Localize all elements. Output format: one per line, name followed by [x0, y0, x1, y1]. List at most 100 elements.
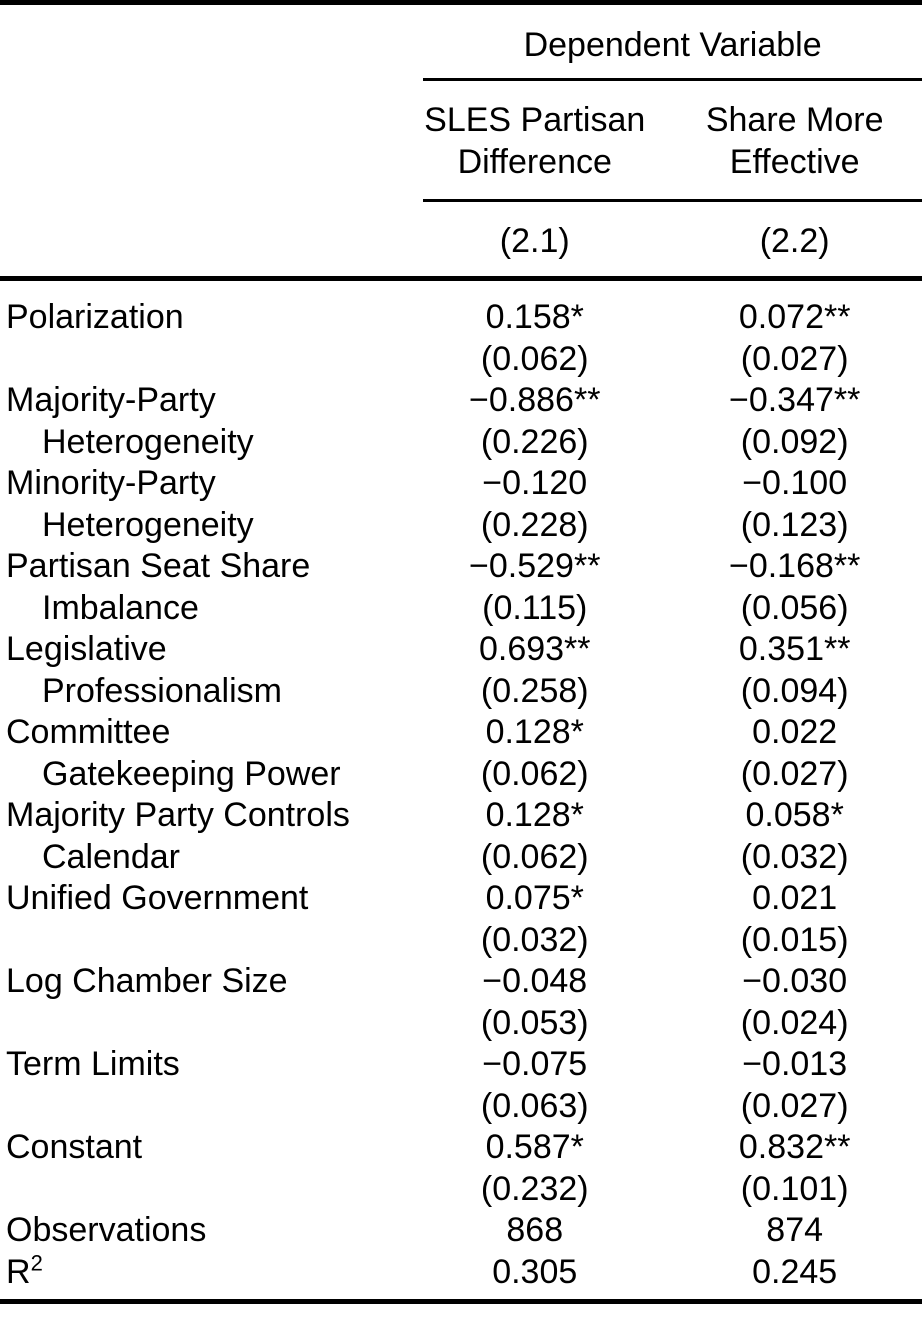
- coef-cell: −0.347**: [728, 381, 861, 419]
- coef-cell: 0.058*: [745, 796, 844, 834]
- coef-cell: 0.693**: [478, 630, 591, 668]
- coef-cell: 0.075*: [485, 879, 584, 917]
- row-label-continued: Professionalism: [42, 671, 282, 710]
- coef-cell: 0.072**: [738, 298, 851, 336]
- coef-cell: −0.529**: [469, 547, 601, 585]
- coef-cell: −0.013: [742, 1045, 848, 1083]
- stat-value: 0.245: [752, 1252, 838, 1291]
- table-row-coef: Unified Government 0.075* 0.021: [0, 878, 922, 920]
- coef-cell: −0.168**: [728, 547, 861, 585]
- column-header-line: Effective: [729, 143, 860, 181]
- model-number-1: (2.1): [499, 222, 570, 260]
- se-cell: (0.258): [480, 671, 589, 710]
- table-row-se: Imbalance (0.115) (0.056): [0, 588, 922, 630]
- stat-value: 874: [766, 1211, 824, 1249]
- label-column-spacer: [0, 99, 424, 183]
- se-cell: (0.123): [740, 505, 849, 544]
- label-column-spacer: [0, 220, 424, 262]
- row-label: Minority-Party: [6, 464, 216, 502]
- row-label: Committee: [6, 713, 171, 751]
- se-cell: (0.027): [740, 754, 849, 793]
- row-label-continued: [0, 920, 424, 962]
- coef-cell: −0.120: [482, 464, 588, 502]
- row-label-continued: [0, 1003, 424, 1045]
- table-row-se: Professionalism (0.258) (0.094): [0, 671, 922, 713]
- stat-label: Observations: [0, 1210, 424, 1252]
- se-cell: (0.027): [740, 1086, 849, 1125]
- se-cell: (0.032): [480, 920, 589, 959]
- se-cell: (0.063): [480, 1086, 589, 1125]
- table-row-coef: Majority Party Controls 0.128* 0.058*: [0, 795, 922, 837]
- coef-cell: 0.351**: [738, 630, 851, 668]
- row-label: Unified Government: [6, 879, 309, 917]
- se-cell: (0.226): [480, 422, 589, 461]
- se-cell: (0.062): [480, 754, 589, 793]
- table-row-coef: Committee 0.128* 0.022: [0, 712, 922, 754]
- bottom-rule: [0, 1299, 922, 1304]
- coef-cell: −0.886**: [469, 381, 601, 419]
- model-numbers-row: (2.1) (2.2): [0, 202, 922, 276]
- column-header-model-2: Share More Effective: [645, 99, 922, 183]
- table-row-coef: Constant 0.587* 0.832**: [0, 1127, 922, 1169]
- row-label: Partisan Seat Share: [6, 547, 311, 585]
- row-label-continued: [0, 1169, 424, 1211]
- coef-cell: −0.075: [482, 1045, 588, 1083]
- stat-value: 868: [506, 1211, 564, 1249]
- row-label: Term Limits: [6, 1045, 180, 1083]
- header-rule-under-columns: [423, 199, 922, 202]
- row-label: Polarization: [6, 298, 184, 336]
- column-header-line: Difference: [457, 143, 612, 181]
- se-cell: (0.101): [740, 1169, 849, 1208]
- se-cell: (0.232): [480, 1169, 589, 1208]
- table-row-coef: Partisan Seat Share −0.529** −0.168**: [0, 546, 922, 588]
- table-row-coef: Log Chamber Size −0.048 −0.030: [0, 961, 922, 1003]
- table-body: Polarization 0.158* 0.072** (0.062) (0.0…: [0, 281, 922, 1299]
- dependent-variable-label: Dependent Variable: [523, 26, 822, 64]
- se-cell: (0.115): [482, 588, 588, 627]
- header-bottom-rule: [0, 276, 922, 281]
- model-number-2: (2.2): [759, 222, 830, 260]
- row-label: Majority Party Controls: [6, 796, 350, 834]
- table-row-se: Heterogeneity (0.226) (0.092): [0, 422, 922, 464]
- stat-label-superscript: 2: [30, 1250, 43, 1276]
- se-cell: (0.015): [740, 920, 849, 959]
- row-label-continued: Heterogeneity: [42, 422, 254, 461]
- table-row-coef: Minority-Party −0.120 −0.100: [0, 463, 922, 505]
- table-row-se: Gatekeeping Power (0.062) (0.027): [0, 754, 922, 796]
- stat-label: R2: [0, 1252, 424, 1294]
- coef-cell: 0.128*: [485, 796, 584, 834]
- table-row-se: (0.062) (0.027): [0, 339, 922, 381]
- se-cell: (0.024): [740, 1003, 849, 1042]
- row-label-continued: [0, 339, 424, 381]
- coef-cell: −0.048: [482, 962, 588, 1000]
- se-cell: (0.062): [480, 837, 589, 876]
- column-header-line: SLES Partisan: [424, 101, 646, 139]
- coef-cell: 0.587*: [485, 1128, 584, 1166]
- se-cell: (0.092): [740, 422, 849, 461]
- header-rule-under-depvar: [423, 78, 922, 81]
- table-row-se: Calendar (0.062) (0.032): [0, 837, 922, 879]
- row-label-continued: Heterogeneity: [42, 505, 254, 544]
- stat-label-text: Observations: [6, 1211, 207, 1249]
- se-cell: (0.056): [740, 588, 849, 627]
- table-row-coef: Legislative 0.693** 0.351**: [0, 629, 922, 671]
- coef-cell: −0.100: [742, 464, 848, 502]
- column-header-model-1: SLES Partisan Difference: [424, 99, 645, 183]
- coef-cell: 0.832**: [738, 1128, 851, 1166]
- se-cell: (0.053): [480, 1003, 589, 1042]
- row-label: Constant: [6, 1128, 143, 1166]
- row-label: Majority-Party: [6, 381, 216, 419]
- row-label: Legislative: [6, 630, 167, 668]
- coef-cell: 0.158*: [485, 298, 584, 336]
- se-cell: (0.032): [740, 837, 849, 876]
- row-label-continued: [0, 1086, 424, 1128]
- column-header-line: Share More: [705, 101, 884, 139]
- table-row-se: (0.063) (0.027): [0, 1086, 922, 1128]
- row-label: Log Chamber Size: [6, 962, 288, 1000]
- column-headers-row: SLES Partisan Difference Share More Effe…: [0, 81, 922, 199]
- stat-label-text: R: [6, 1252, 31, 1291]
- se-cell: (0.027): [740, 339, 849, 378]
- table-row-se: (0.232) (0.101): [0, 1169, 922, 1211]
- stat-value: 0.305: [492, 1252, 578, 1291]
